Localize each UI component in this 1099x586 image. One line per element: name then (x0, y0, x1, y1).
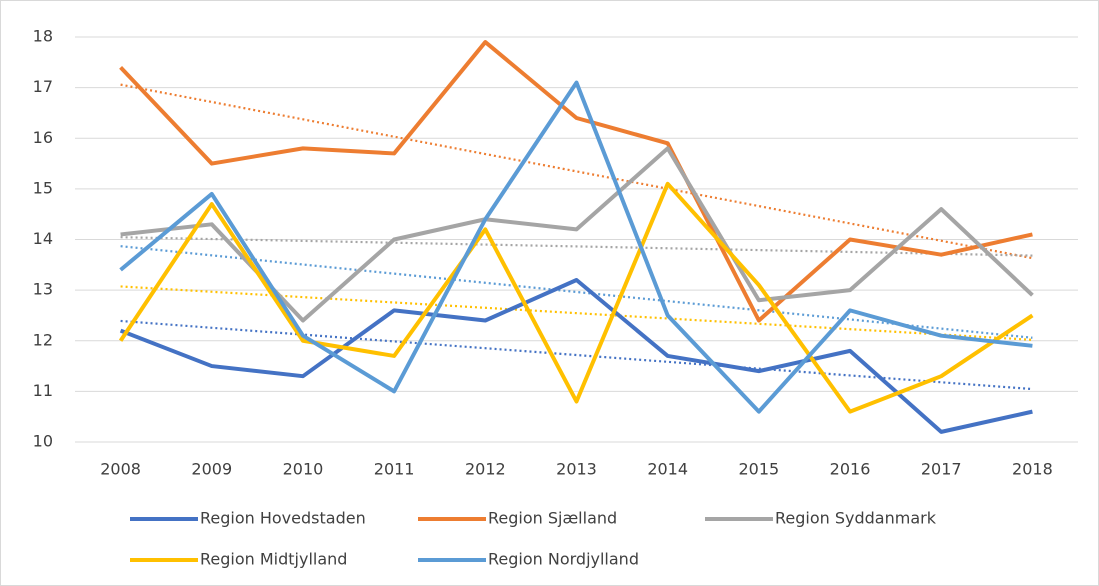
legend-label: Region Midtjylland (200, 550, 347, 569)
x-tick-label: 2013 (556, 460, 597, 479)
y-tick-label: 15 (33, 178, 53, 197)
y-tick-label: 12 (33, 330, 53, 349)
y-tick-label: 16 (33, 128, 53, 147)
x-tick-label: 2018 (1012, 460, 1053, 479)
x-tick-label: 2011 (374, 460, 415, 479)
legend-label: Region Hovedstaden (200, 509, 366, 528)
y-tick-label: 13 (33, 280, 53, 299)
y-tick-label: 17 (33, 77, 53, 96)
x-tick-label: 2015 (739, 460, 780, 479)
legend-label: Region Syddanmark (775, 509, 937, 528)
y-tick-label: 10 (33, 432, 53, 451)
x-tick-label: 2008 (100, 460, 141, 479)
y-tick-label: 11 (33, 381, 53, 400)
series-line (118, 181, 1034, 414)
x-tick-label: 2014 (647, 460, 688, 479)
y-tick-label: 14 (33, 229, 53, 248)
trend-line (120, 236, 1033, 257)
legend-label: Region Nordjylland (488, 550, 639, 569)
x-tick-label: 2016 (830, 460, 871, 479)
series-line (119, 278, 1033, 434)
x-tick-label: 2012 (465, 460, 506, 479)
x-tick-label: 2017 (921, 460, 962, 479)
series-line (119, 80, 1033, 414)
series-line (119, 40, 1033, 323)
legend-label: Region Sjælland (488, 509, 617, 528)
trend-line (120, 285, 1033, 341)
x-tick-label: 2009 (191, 460, 232, 479)
y-tick-label: 18 (33, 27, 53, 46)
x-tick-label: 2010 (283, 460, 324, 479)
